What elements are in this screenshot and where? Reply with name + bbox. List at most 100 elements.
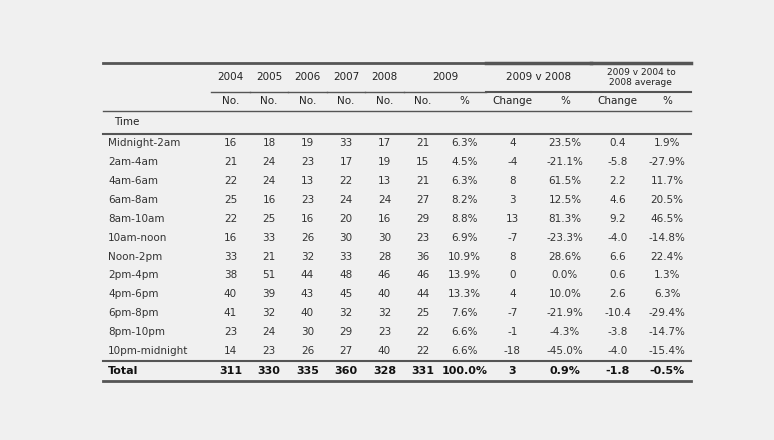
Text: 23: 23 — [301, 195, 314, 205]
Text: 38: 38 — [224, 271, 237, 280]
Text: -21.1%: -21.1% — [546, 157, 584, 167]
Text: 2005: 2005 — [256, 73, 282, 82]
Text: No.: No. — [375, 96, 393, 106]
Text: -14.7%: -14.7% — [649, 327, 686, 337]
Text: 28: 28 — [378, 252, 391, 261]
Text: 23: 23 — [224, 327, 237, 337]
Text: 27: 27 — [339, 346, 353, 356]
Text: 61.5%: 61.5% — [549, 176, 581, 186]
Text: %: % — [663, 96, 672, 106]
Text: 25: 25 — [262, 214, 276, 224]
Text: 22: 22 — [339, 176, 353, 186]
Text: 0.0%: 0.0% — [552, 271, 578, 280]
Text: 6.3%: 6.3% — [654, 290, 680, 299]
Text: 330: 330 — [258, 366, 280, 376]
Text: 21: 21 — [416, 176, 430, 186]
Text: 26: 26 — [301, 346, 314, 356]
Text: -10.4: -10.4 — [604, 308, 631, 318]
Text: -3.8: -3.8 — [608, 327, 628, 337]
Text: 22: 22 — [416, 346, 430, 356]
Text: -23.3%: -23.3% — [546, 233, 584, 242]
Text: 24: 24 — [262, 327, 276, 337]
Text: 6.6%: 6.6% — [451, 327, 478, 337]
Text: 6.3%: 6.3% — [451, 138, 478, 148]
Text: 32: 32 — [378, 308, 391, 318]
Text: 28.6%: 28.6% — [549, 252, 581, 261]
Text: 16: 16 — [262, 195, 276, 205]
Text: 25: 25 — [224, 195, 237, 205]
Text: 2009 v 2008: 2009 v 2008 — [506, 73, 571, 82]
Text: 8.2%: 8.2% — [451, 195, 478, 205]
Text: 22: 22 — [224, 214, 237, 224]
Text: 23: 23 — [416, 233, 430, 242]
Text: Total: Total — [108, 366, 139, 376]
Text: -18: -18 — [504, 346, 521, 356]
Text: 13: 13 — [378, 176, 391, 186]
Text: 10.9%: 10.9% — [447, 252, 481, 261]
Text: 22: 22 — [224, 176, 237, 186]
Text: 21: 21 — [416, 138, 430, 148]
Text: 2.2: 2.2 — [609, 176, 626, 186]
Text: 7.6%: 7.6% — [451, 308, 478, 318]
Text: 4.6: 4.6 — [609, 195, 626, 205]
Text: 23: 23 — [378, 327, 391, 337]
Text: 8.8%: 8.8% — [451, 214, 478, 224]
Text: 10pm-midnight: 10pm-midnight — [108, 346, 189, 356]
Text: 2009: 2009 — [432, 73, 458, 82]
Text: 8: 8 — [509, 176, 515, 186]
Text: -4.0: -4.0 — [608, 233, 628, 242]
Text: 18: 18 — [262, 138, 276, 148]
Text: No.: No. — [337, 96, 354, 106]
Text: 1.3%: 1.3% — [654, 271, 680, 280]
Text: 14: 14 — [224, 346, 237, 356]
Text: 13: 13 — [301, 176, 314, 186]
Text: 24: 24 — [339, 195, 353, 205]
Text: 22.4%: 22.4% — [651, 252, 683, 261]
Text: 15: 15 — [416, 157, 430, 167]
Text: -21.9%: -21.9% — [546, 308, 584, 318]
Text: 3: 3 — [509, 195, 515, 205]
Text: 16: 16 — [224, 233, 237, 242]
Text: 33: 33 — [224, 252, 237, 261]
Text: 39: 39 — [262, 290, 276, 299]
Text: 360: 360 — [334, 366, 358, 376]
Text: 4: 4 — [509, 138, 515, 148]
Text: 16: 16 — [378, 214, 391, 224]
Text: 32: 32 — [339, 308, 353, 318]
Text: 13: 13 — [506, 214, 519, 224]
Text: 19: 19 — [301, 138, 314, 148]
Text: 13.9%: 13.9% — [447, 271, 481, 280]
Text: -45.0%: -45.0% — [546, 346, 584, 356]
Text: 0.9%: 0.9% — [550, 366, 580, 376]
Text: 33: 33 — [339, 138, 353, 148]
Text: 6pm-8pm: 6pm-8pm — [108, 308, 159, 318]
Text: 0: 0 — [509, 271, 515, 280]
Text: 6.9%: 6.9% — [451, 233, 478, 242]
Text: 3: 3 — [509, 366, 516, 376]
Text: -7: -7 — [507, 233, 518, 242]
Text: 2pm-4pm: 2pm-4pm — [108, 271, 159, 280]
Text: 335: 335 — [296, 366, 319, 376]
Text: -0.5%: -0.5% — [649, 366, 685, 376]
Text: Noon-2pm: Noon-2pm — [108, 252, 163, 261]
Text: 1.9%: 1.9% — [654, 138, 680, 148]
Text: 36: 36 — [416, 252, 430, 261]
Text: 40: 40 — [224, 290, 237, 299]
Text: -4: -4 — [507, 157, 518, 167]
Text: 6.6%: 6.6% — [451, 346, 478, 356]
Text: -5.8: -5.8 — [608, 157, 628, 167]
Text: 33: 33 — [262, 233, 276, 242]
Text: 46.5%: 46.5% — [651, 214, 683, 224]
Text: 25: 25 — [416, 308, 430, 318]
Text: 41: 41 — [224, 308, 237, 318]
Text: No.: No. — [260, 96, 278, 106]
Text: 45: 45 — [339, 290, 353, 299]
Text: 40: 40 — [378, 346, 391, 356]
Text: 8: 8 — [509, 252, 515, 261]
Text: No.: No. — [299, 96, 316, 106]
Text: 10.0%: 10.0% — [549, 290, 581, 299]
Text: 23: 23 — [262, 346, 276, 356]
Text: 4am-6am: 4am-6am — [108, 176, 158, 186]
Text: 0.6: 0.6 — [609, 271, 625, 280]
Text: 4.5%: 4.5% — [451, 157, 478, 167]
